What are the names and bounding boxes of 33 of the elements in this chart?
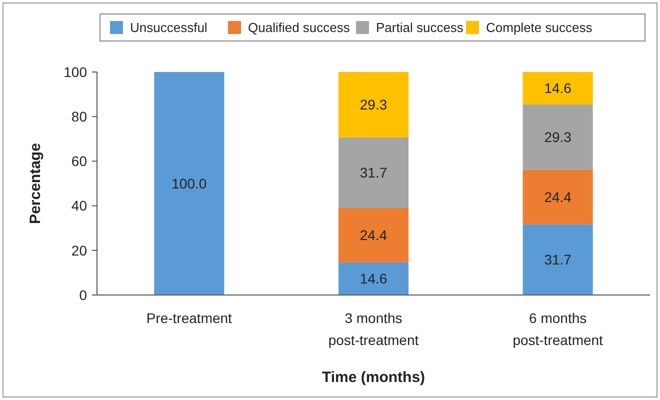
y-tick-label: 80	[71, 108, 88, 124]
y-tick-label: 40	[71, 198, 88, 214]
data-label: 14.6	[544, 80, 572, 96]
data-label: 24.4	[544, 189, 572, 206]
data-label: 29.3	[360, 96, 388, 113]
legend-label: Partial success	[376, 20, 464, 36]
data-label: 14.6	[360, 270, 388, 287]
bar	[338, 137, 409, 208]
y-axis-title: Percentage	[27, 143, 44, 224]
bar	[154, 72, 224, 295]
y-tick-label: 20	[71, 242, 88, 258]
legend-label: Qualified success	[248, 20, 350, 36]
y-tick-label: 100	[64, 64, 88, 80]
x-tick-label: 6 months post-treatment	[512, 310, 604, 348]
data-label: 100.0	[172, 175, 207, 192]
x-tick-label: Pre-treatment	[146, 310, 232, 326]
bar	[338, 72, 409, 138]
legend-label: Unsuccessful	[130, 20, 208, 36]
x-tick-label: 3 months post-treatment	[328, 310, 419, 348]
data-label: 29.3	[544, 129, 572, 146]
y-tick-label: 0	[79, 286, 88, 303]
bar	[522, 224, 593, 295]
bar	[338, 208, 409, 262]
x-axis-title: Time (months)	[322, 369, 426, 386]
bar	[522, 104, 593, 170]
data-label: 31.7	[360, 164, 388, 181]
y-tick-label: 60	[71, 153, 88, 170]
bar	[522, 72, 593, 105]
bar	[338, 262, 409, 295]
data-label: 24.4	[360, 227, 388, 244]
legend-label: Complete success	[486, 20, 593, 36]
bar	[522, 170, 593, 224]
data-label: 31.7	[544, 252, 572, 268]
